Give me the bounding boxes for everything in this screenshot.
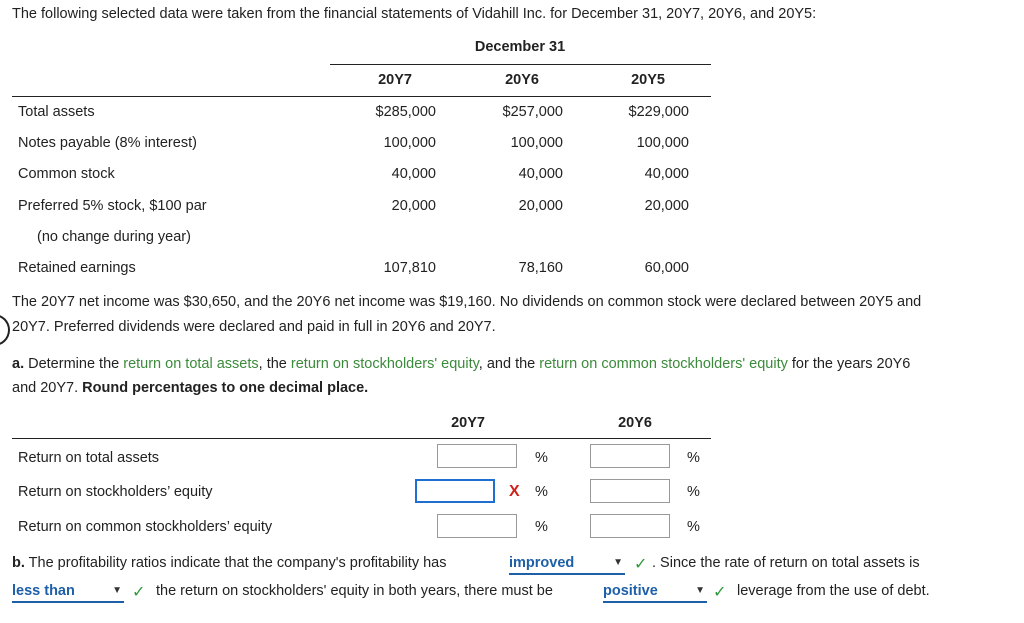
rounding-instruction: Round percentages to one decimal place. bbox=[82, 380, 369, 396]
table2-row-label: Return on stockholders’ equity bbox=[18, 484, 213, 500]
leverage-dropdown[interactable]: positive ▼ bbox=[603, 583, 707, 603]
part-b-text: leverage from the use of debt. bbox=[737, 583, 930, 599]
part-a-text: , the bbox=[258, 356, 291, 372]
percent-unit: % bbox=[687, 519, 700, 535]
part-a-prefix: a. bbox=[12, 356, 25, 372]
part-a-text: Determine the bbox=[24, 356, 124, 372]
table1-cell: 20,000 bbox=[644, 198, 689, 214]
table1-cell: 40,000 bbox=[391, 166, 436, 182]
return-on-stockholders-equity-20y6-input[interactable] bbox=[590, 479, 670, 503]
table2-header-rule bbox=[12, 438, 711, 439]
return-on-common-equity-20y6-input[interactable] bbox=[590, 514, 670, 538]
table1-cell: 100,000 bbox=[383, 135, 436, 151]
comparison-dropdown[interactable]: less than ▼ bbox=[12, 583, 124, 603]
table1-cell: 107,810 bbox=[383, 260, 436, 276]
percent-unit: % bbox=[687, 450, 700, 466]
part-a-text: , and the bbox=[478, 356, 540, 372]
net-income-text-line1: The 20Y7 net income was $30,650, and the… bbox=[12, 294, 922, 310]
chevron-down-icon: ▼ bbox=[695, 585, 705, 596]
table1-cell: $285,000 bbox=[375, 104, 436, 120]
part-a-instructions-line2: and 20Y7. Round percentages to one decim… bbox=[12, 380, 368, 396]
correct-check-icon: ✓ bbox=[132, 584, 146, 601]
return-on-common-equity-20y7-input[interactable] bbox=[437, 514, 517, 538]
table1-row-label: Notes payable (8% interest) bbox=[18, 135, 197, 151]
table1-group-header: December 31 bbox=[474, 39, 566, 55]
table1-cell: 78,160 bbox=[518, 260, 563, 276]
table2-col-20y7: 20Y7 bbox=[451, 415, 485, 431]
side-bracket-icon bbox=[0, 314, 10, 346]
part-b-text: The profitability ratios indicate that t… bbox=[24, 555, 447, 571]
link-return-on-total-assets[interactable]: return on total assets bbox=[123, 356, 259, 372]
link-return-on-common-stockholders-equity[interactable]: return on common stockholders' equity bbox=[539, 356, 788, 372]
table1-cell: $229,000 bbox=[628, 104, 689, 120]
leverage-dropdown-value: positive bbox=[603, 583, 658, 599]
percent-unit: % bbox=[535, 519, 548, 535]
return-on-total-assets-20y6-input[interactable] bbox=[590, 444, 670, 468]
return-on-stockholders-equity-20y7-input[interactable] bbox=[415, 479, 495, 503]
percent-unit: % bbox=[535, 484, 548, 500]
part-b-text: . Since the rate of return on total asse… bbox=[652, 555, 920, 571]
net-income-text-line2: 20Y7. Preferred dividends were declared … bbox=[12, 319, 496, 335]
profitability-dropdown-value: improved bbox=[509, 555, 575, 571]
table1-cell: 20,000 bbox=[391, 198, 436, 214]
table1-row-label: Common stock bbox=[18, 166, 115, 182]
part-a-instructions: a. Determine the return on total assets,… bbox=[12, 356, 910, 372]
part-b-text-start: b. The profitability ratios indicate tha… bbox=[12, 555, 447, 571]
part-b-prefix: b. bbox=[12, 555, 25, 571]
table1-cell: 40,000 bbox=[644, 166, 689, 182]
table1-col-20y6: 20Y6 bbox=[505, 72, 539, 88]
part-b-text: the return on stockholders' equity in bo… bbox=[156, 583, 553, 599]
table1-cell: $257,000 bbox=[502, 104, 563, 120]
correct-check-icon: ✓ bbox=[713, 584, 727, 601]
table2-row-label: Return on total assets bbox=[18, 450, 160, 466]
intro-text: The following selected data were taken f… bbox=[12, 6, 817, 22]
comparison-dropdown-value: less than bbox=[12, 583, 75, 599]
incorrect-x-icon: X bbox=[509, 483, 520, 500]
link-return-on-stockholders-equity[interactable]: return on stockholders' equity bbox=[290, 356, 479, 372]
table2-row-label: Return on common stockholders’ equity bbox=[18, 519, 273, 535]
table1-row-note: (no change during year) bbox=[37, 229, 191, 245]
correct-check-icon: ✓ bbox=[634, 556, 648, 573]
table1-header-rule bbox=[12, 96, 711, 97]
table1-group-rule bbox=[330, 64, 711, 65]
part-a-text: for the years 20Y6 bbox=[787, 356, 911, 372]
percent-unit: % bbox=[535, 450, 548, 466]
chevron-down-icon: ▼ bbox=[112, 585, 122, 596]
percent-unit: % bbox=[687, 484, 700, 500]
table1-col-20y5: 20Y5 bbox=[631, 72, 665, 88]
table1-cell: 20,000 bbox=[518, 198, 563, 214]
chevron-down-icon: ▼ bbox=[613, 557, 623, 568]
part-a-text: and 20Y7. bbox=[12, 380, 83, 396]
table1-cell: 60,000 bbox=[644, 260, 689, 276]
table1-row-label: Retained earnings bbox=[18, 260, 136, 276]
profitability-dropdown[interactable]: improved ▼ bbox=[509, 555, 625, 575]
table1-cell: 100,000 bbox=[636, 135, 689, 151]
return-on-total-assets-20y7-input[interactable] bbox=[437, 444, 517, 468]
table1-cell: 40,000 bbox=[518, 166, 563, 182]
table1-row-label: Total assets bbox=[18, 104, 95, 120]
table1-col-20y7: 20Y7 bbox=[378, 72, 412, 88]
table2-col-20y6: 20Y6 bbox=[618, 415, 652, 431]
table1-row-label: Preferred 5% stock, $100 par bbox=[18, 198, 207, 214]
table1-cell: 100,000 bbox=[510, 135, 563, 151]
